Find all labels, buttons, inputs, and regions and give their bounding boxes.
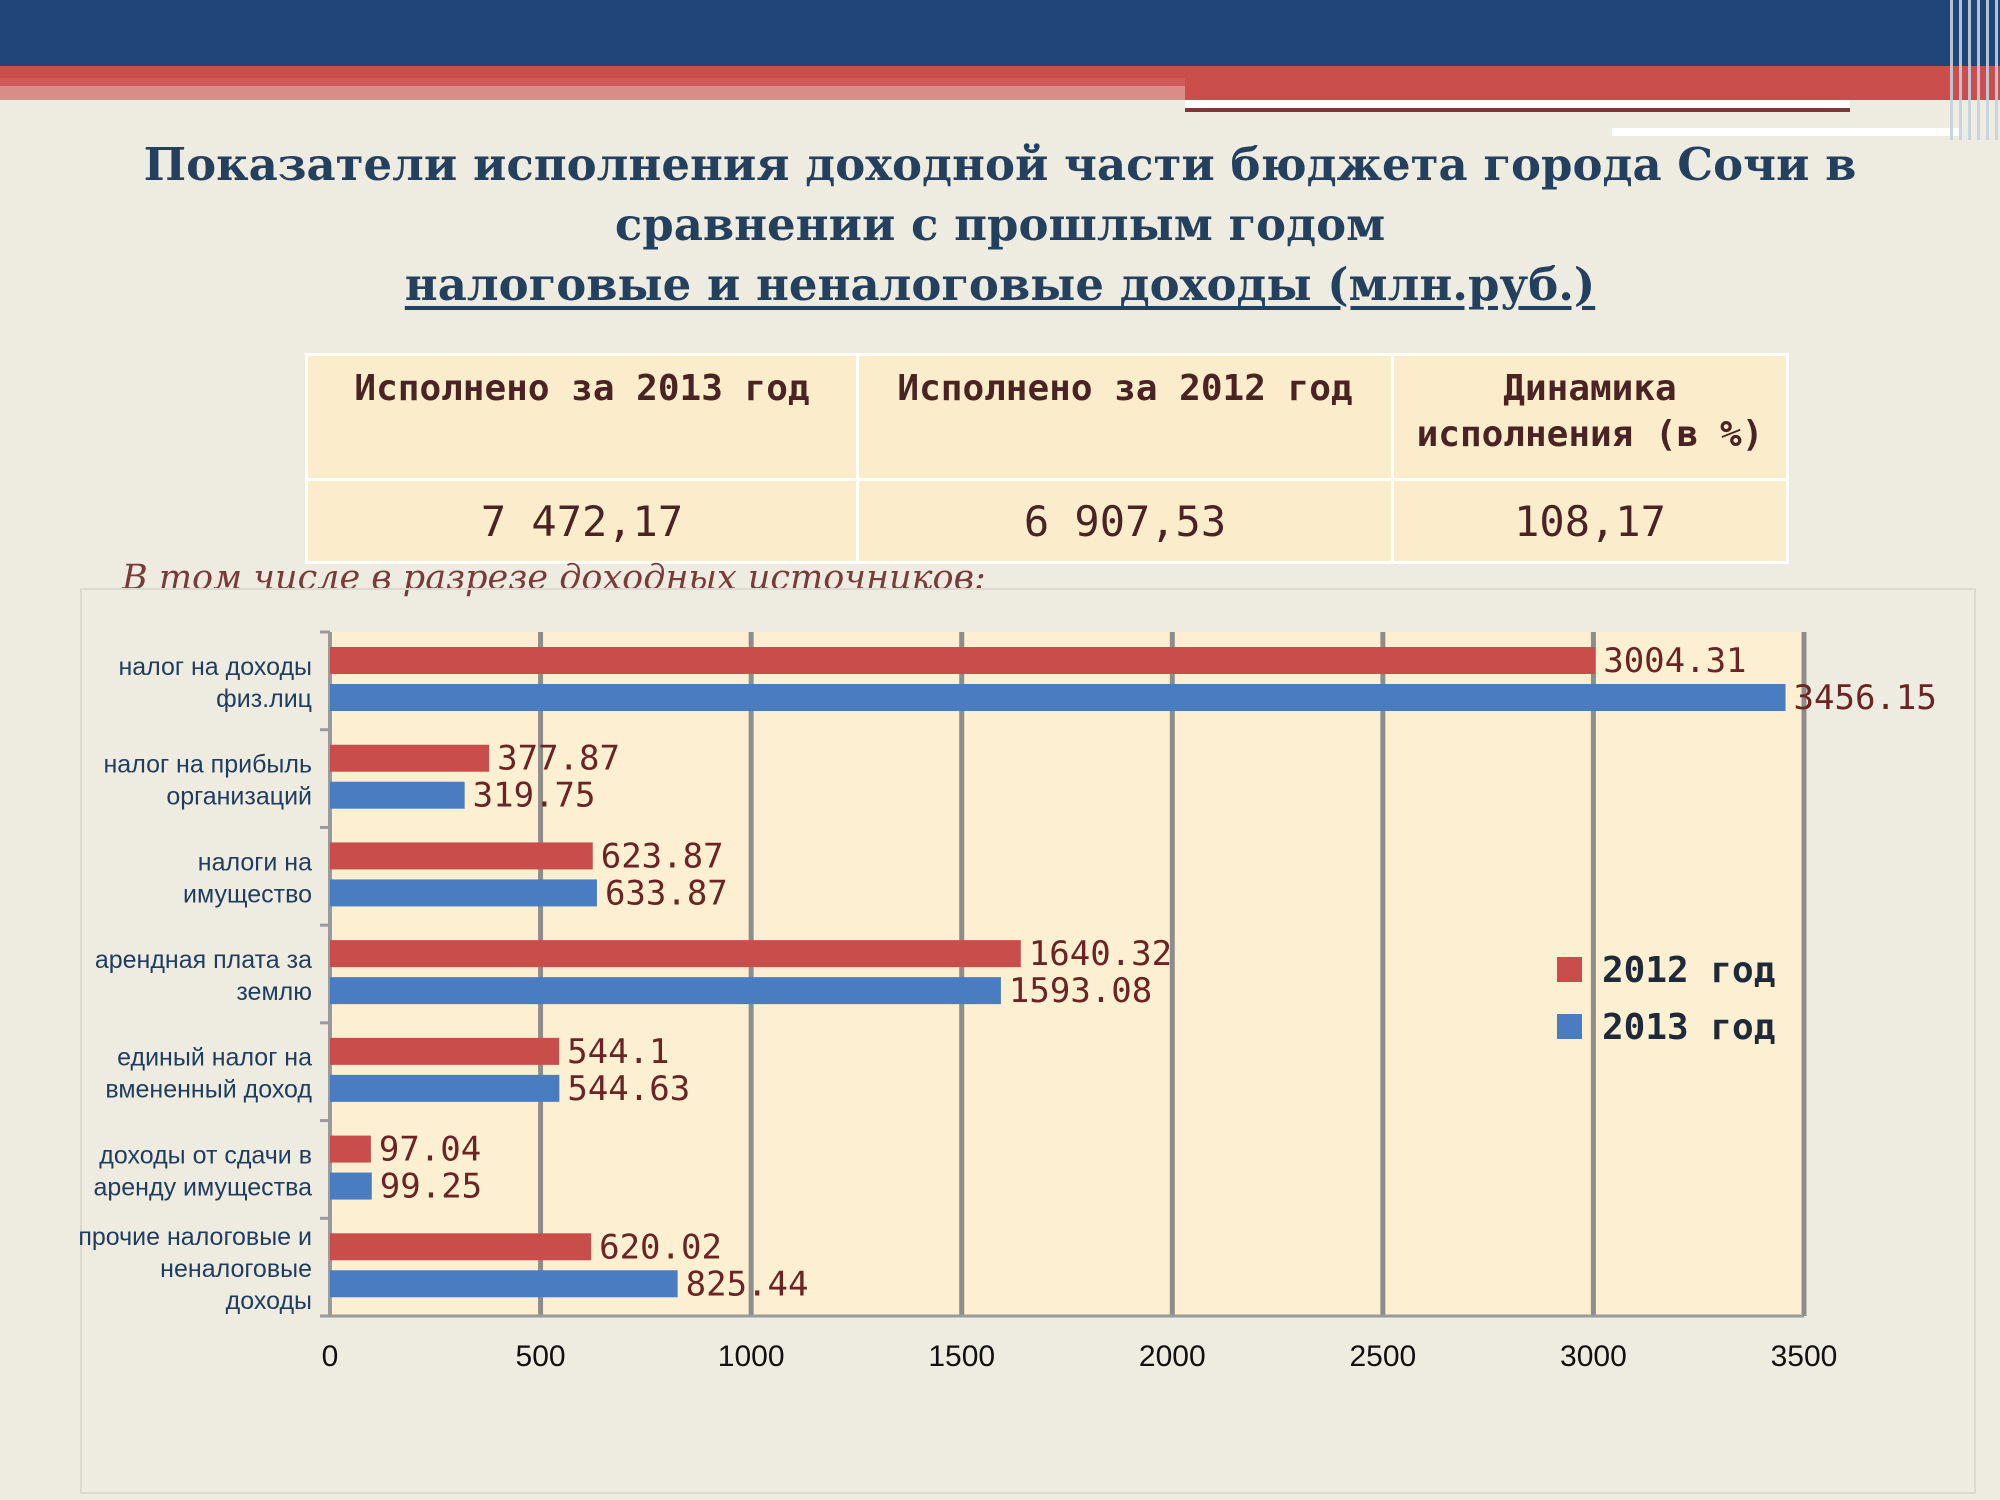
header-stripe-dark xyxy=(1185,108,1850,112)
category-label-line: физ.лиц xyxy=(216,685,312,713)
value-label-2013: 633.87 xyxy=(605,873,728,913)
category-label-line: доходы от сдачи в xyxy=(99,1141,312,1169)
title-line-2: сравнении с прошлым годом xyxy=(614,198,1386,251)
x-tick-label: 2500 xyxy=(1349,1340,1416,1373)
category-label-line: налоги на xyxy=(198,848,312,876)
summary-table: Исполнено за 2013 год Исполнено за 2012 … xyxy=(305,353,1789,564)
x-tick-label: 1500 xyxy=(928,1340,995,1373)
summary-header-2013: Исполнено за 2013 год xyxy=(305,353,859,481)
x-tick-label: 3000 xyxy=(1560,1340,1627,1373)
category-label-line: арендная плата за xyxy=(95,946,312,974)
category-label: налог на прибыль организаций xyxy=(103,751,312,811)
legend-label: 2013 год xyxy=(1602,1007,1775,1048)
summary-header-row: Исполнено за 2013 год Исполнено за 2012 … xyxy=(305,353,1789,481)
chart-frame xyxy=(80,588,1976,1494)
category-label-line: неналоговые xyxy=(160,1255,312,1283)
legend-label: 2012 год xyxy=(1602,950,1775,991)
summary-header-2012: Исполнено за 2012 год xyxy=(856,353,1394,481)
value-label-2012: 377.87 xyxy=(497,739,620,779)
value-label-2012: 1640.32 xyxy=(1029,934,1172,974)
value-label-2012: 97.04 xyxy=(379,1130,481,1170)
value-label-2012: 3004.31 xyxy=(1603,641,1746,681)
bar-2012 xyxy=(330,744,490,772)
value-label-2012: 544.1 xyxy=(567,1032,669,1072)
value-label-2013: 1593.08 xyxy=(1009,971,1152,1011)
summary-value-row: 7 472,17 6 907,53 108,17 xyxy=(305,478,1789,564)
x-tick-label: 0 xyxy=(322,1340,339,1373)
category-label-line: землю xyxy=(236,978,312,1006)
value-label-2013: 3456.15 xyxy=(1794,678,1937,718)
value-label-2012: 623.87 xyxy=(601,836,724,876)
legend-swatch xyxy=(1557,957,1582,982)
title-line-3: налоговые и неналоговые доходы (млн.руб.… xyxy=(404,258,1596,311)
category-label: доходы от сдачи в аренду имущества xyxy=(93,1141,312,1201)
summary-value-dynamics: 108,17 xyxy=(1391,478,1789,564)
category-label-line: налог на прибыль xyxy=(103,751,312,779)
x-tick-label: 1000 xyxy=(718,1340,785,1373)
header-stripe-white-short xyxy=(1612,128,1962,136)
title-line-1: Показатели исполнения доходной части бюд… xyxy=(143,138,1857,191)
bar-2013 xyxy=(330,1074,560,1102)
category-label-line: имущество xyxy=(183,880,312,908)
category-label-line: организаций xyxy=(166,783,312,811)
category-label-line: аренду имущества xyxy=(93,1173,312,1201)
category-label-line: единый налог на xyxy=(117,1044,312,1072)
bar-2012 xyxy=(330,842,593,870)
category-label: арендная плата за землю xyxy=(95,946,312,1006)
value-label-2013: 825.44 xyxy=(686,1264,809,1304)
category-label: прочие налоговые и неналоговые доходы xyxy=(78,1223,312,1315)
summary-value-2012: 6 907,53 xyxy=(856,478,1394,564)
category-label: налоги на имущество xyxy=(183,848,312,908)
bar-2012 xyxy=(330,1037,560,1065)
summary-header-dynamics: Динамика исполнения (в %) xyxy=(1391,353,1789,481)
category-label-line: налог на доходы xyxy=(118,653,312,681)
bar-2013 xyxy=(330,684,1786,711)
value-label-2013: 99.25 xyxy=(380,1167,482,1207)
x-tick-label: 500 xyxy=(516,1340,566,1373)
x-tick-label: 3500 xyxy=(1771,1340,1838,1373)
chart-subtitle: В том числе в разрезе доходных источнико… xyxy=(122,558,986,598)
slide-title: Показатели исполнения доходной части бюд… xyxy=(60,135,1940,315)
category-label-line: вмененный доход xyxy=(105,1076,312,1104)
header-stripe-white xyxy=(1185,100,1850,108)
value-label-2013: 544.63 xyxy=(567,1069,690,1109)
header-corner-lines xyxy=(1950,0,2000,140)
category-label: единый налог на вмененный доход xyxy=(105,1044,312,1104)
bar-2013 xyxy=(330,977,1001,1005)
legend-swatch xyxy=(1557,1014,1582,1039)
summary-value-2013: 7 472,17 xyxy=(305,478,859,564)
bar-2013 xyxy=(330,879,597,907)
bar-2012 xyxy=(330,1135,371,1163)
value-label-2012: 620.02 xyxy=(599,1227,722,1267)
header-band-light xyxy=(0,86,1185,100)
bar-2012 xyxy=(330,1233,592,1261)
bar-2012 xyxy=(330,647,1596,674)
category-label-line: доходы xyxy=(226,1287,312,1315)
bar-2013 xyxy=(330,781,465,809)
bar-2013 xyxy=(330,1172,372,1200)
value-label-2013: 319.75 xyxy=(473,776,596,816)
bar-2013 xyxy=(330,1270,678,1298)
header-band-blue xyxy=(0,0,2000,66)
category-label-line: прочие налоговые и xyxy=(78,1223,312,1251)
category-label: налог на доходы физ.лиц xyxy=(118,653,312,713)
x-tick-label: 2000 xyxy=(1139,1340,1206,1373)
bar-2012 xyxy=(330,940,1021,968)
